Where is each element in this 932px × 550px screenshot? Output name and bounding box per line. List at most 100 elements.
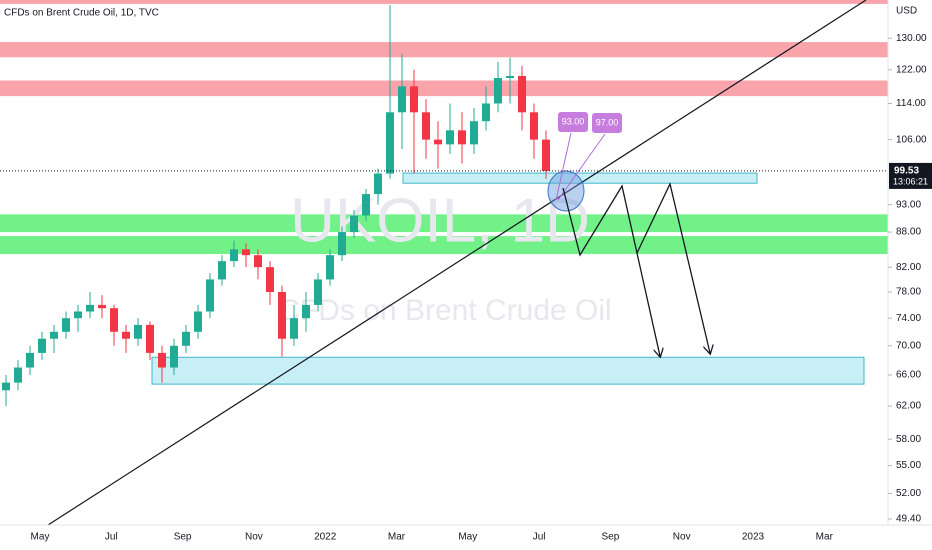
y-tick-label: 130.00 — [896, 33, 927, 44]
x-tick-label: Sep — [174, 532, 192, 543]
y-tick-label: 66.00 — [896, 370, 921, 381]
candle-body — [338, 232, 346, 256]
candle-body — [458, 130, 466, 145]
y-tick-label: 49.40 — [896, 514, 921, 525]
candle-body — [326, 255, 334, 280]
price-axis — [888, 0, 932, 550]
candle-body — [362, 194, 370, 216]
annotation-connector — [555, 132, 572, 201]
resistance-zone — [0, 80, 888, 97]
watermark-subtitle: CFDs on Brent Crude Oil — [278, 294, 611, 327]
candle-body — [434, 139, 442, 145]
x-tick-label: Mar — [388, 532, 406, 543]
annotation-label: 97.00 — [596, 117, 619, 127]
candle-body — [26, 352, 34, 368]
x-tick-label: May — [458, 532, 477, 543]
annotation-box — [592, 113, 622, 133]
y-tick-label: 88.00 — [896, 227, 921, 238]
currency-label: USD — [896, 6, 917, 17]
x-tick-label: Mar — [816, 532, 834, 543]
y-tick-label: 106.00 — [896, 134, 927, 145]
y-tick-label: 82.00 — [896, 262, 921, 273]
candle-body — [206, 279, 214, 312]
resistance-zone — [0, 0, 888, 4]
candle-body — [470, 121, 478, 145]
candle-body — [170, 345, 178, 368]
support-zone — [0, 236, 888, 255]
x-tick-label: Jul — [533, 532, 546, 543]
candle-body — [194, 311, 202, 332]
candle-body — [218, 261, 226, 280]
x-tick-label: 2022 — [314, 532, 337, 543]
candle-body — [374, 173, 382, 195]
candle-body — [242, 249, 250, 256]
trend-line — [47, 0, 867, 526]
y-tick-label: 122.00 — [896, 64, 927, 75]
y-tick-label: 78.00 — [896, 287, 921, 298]
x-tick-label: Nov — [245, 532, 263, 543]
candle-body — [50, 331, 58, 339]
countdown-label: 13:06:21 — [893, 176, 928, 186]
resistance-zone — [0, 42, 888, 58]
candle-body — [446, 130, 454, 145]
candle-body — [38, 338, 46, 353]
annotation-connector — [557, 133, 606, 201]
candle-body — [134, 324, 142, 339]
x-tick-label: Sep — [602, 532, 620, 543]
y-tick-label: 62.00 — [896, 401, 921, 412]
x-tick-label: Jul — [105, 532, 118, 543]
y-tick-label: 70.00 — [896, 340, 921, 351]
candle-body — [542, 139, 550, 171]
candle-body — [494, 77, 502, 104]
y-tick-label: 55.00 — [896, 460, 921, 471]
candle-body — [518, 75, 526, 113]
candle-body — [290, 318, 298, 339]
x-tick-label: 2023 — [742, 532, 765, 543]
x-tick-label: Nov — [673, 532, 691, 543]
candle-body — [350, 215, 358, 233]
candle-body — [422, 112, 430, 140]
candle-body — [314, 279, 322, 305]
candle-body — [302, 304, 310, 319]
candle-body — [122, 331, 130, 339]
candle-body — [530, 112, 538, 140]
y-tick-label: 93.00 — [896, 199, 921, 210]
y-tick-label: 52.00 — [896, 488, 921, 499]
support-zone — [0, 214, 888, 233]
candle-body — [230, 249, 238, 262]
candle-body — [110, 308, 118, 332]
projection-arrow — [562, 184, 660, 356]
candle-body — [86, 304, 94, 312]
candle-body — [182, 331, 190, 346]
candle-body — [14, 367, 22, 383]
watermark: UKOIL, 1D — [290, 186, 590, 255]
projection-arrow — [636, 182, 710, 353]
candle-body — [398, 86, 406, 113]
candle-body — [254, 255, 262, 268]
candle-body — [482, 103, 490, 122]
candle-body — [410, 86, 418, 113]
candle-body — [74, 311, 82, 319]
candle-body — [506, 75, 514, 78]
candle-body — [158, 352, 166, 368]
y-tick-label: 58.00 — [896, 434, 921, 445]
chart-title: CFDs on Brent Crude Oil, 1D, TVC — [4, 8, 159, 19]
candle-body — [2, 382, 10, 391]
highlight-circle — [547, 170, 585, 212]
annotation-label: 93.00 — [562, 116, 585, 126]
candle-body — [266, 267, 274, 293]
candle-body — [146, 324, 154, 353]
y-tick-label: 74.00 — [896, 313, 921, 324]
candle-body — [386, 112, 394, 174]
y-tick-label: 114.00 — [896, 98, 926, 109]
x-tick-label: May — [31, 532, 50, 543]
candle-body — [278, 292, 286, 339]
candle-body — [98, 304, 106, 309]
last-price-box — [889, 162, 932, 189]
target-zone — [151, 356, 865, 385]
candle-body — [62, 318, 70, 332]
annotation-box — [558, 112, 588, 132]
last-price-label: 99.53 — [894, 166, 919, 177]
